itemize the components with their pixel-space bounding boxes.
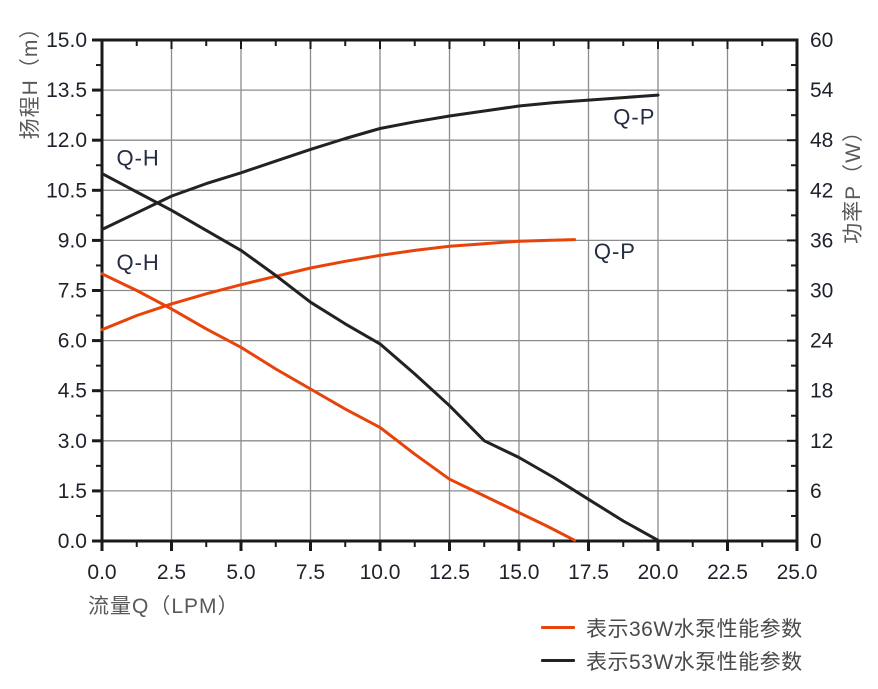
x-tick-label: 12.5 xyxy=(429,561,470,584)
legend-line-53w-icon xyxy=(541,659,575,662)
y-right-axis-title: 功率P（W） xyxy=(842,120,865,244)
y-right-tick-label: 30 xyxy=(810,280,833,303)
y-left-tick-label: 1.5 xyxy=(58,480,87,503)
legend-label-36w: 表示36W水泵性能参数 xyxy=(586,617,803,641)
y-right-tick-label: 6 xyxy=(810,480,822,503)
y-right-tick-label: 24 xyxy=(810,330,834,353)
y-right-tick-label: 12 xyxy=(810,430,833,453)
y-left-tick-label: 4.5 xyxy=(58,380,87,403)
curve-label-qp-36w: Q-P xyxy=(594,239,636,264)
y-right-tick-label: 36 xyxy=(810,229,833,252)
plot-frame xyxy=(100,38,799,543)
legend-line-36w-icon xyxy=(541,626,575,629)
y-right-tick-label: 42 xyxy=(810,179,833,202)
x-axis-title: 流量Q（LPM） xyxy=(88,595,240,618)
curve-label-qh-36w: Q-H xyxy=(116,250,159,275)
curve-label-qp-53w: Q-P xyxy=(613,105,655,130)
series-curve-qp-53w xyxy=(100,93,660,231)
y-left-tick-label: 9.0 xyxy=(58,229,87,252)
x-tick-label: 10.0 xyxy=(360,561,401,584)
y-left-tick-label: 12.0 xyxy=(46,129,87,152)
legend: 表示36W水泵性能参数 表示53W水泵性能参数 xyxy=(541,611,803,677)
y-left-tick-label: 10.5 xyxy=(46,179,87,202)
x-tick-label: 2.5 xyxy=(157,561,186,584)
x-tick-label: 25.0 xyxy=(777,561,818,584)
x-tick-label: 22.5 xyxy=(707,561,748,584)
x-tick-label: 0.0 xyxy=(87,561,116,584)
x-tick-label: 15.0 xyxy=(499,561,540,584)
y-left-tick-label: 6.0 xyxy=(58,330,87,353)
x-tick-label: 7.5 xyxy=(296,561,325,584)
series-curve-qh-53w xyxy=(100,172,660,542)
y-left-axis-title: 扬程H（m） xyxy=(19,16,42,140)
x-tick-label: 5.0 xyxy=(226,561,255,584)
series-curve-qp-36w xyxy=(100,238,577,332)
series-curve-qh-36w xyxy=(100,272,577,542)
x-tick-label: 17.5 xyxy=(568,561,609,584)
y-right-tick-label: 0 xyxy=(810,530,822,553)
y-right-tick-label: 60 xyxy=(810,29,833,52)
x-tick-label: 20.0 xyxy=(638,561,679,584)
y-left-tick-label: 13.5 xyxy=(46,79,87,102)
y-left-tick-label: 3.0 xyxy=(58,430,87,453)
y-right-tick-label: 18 xyxy=(810,380,833,403)
y-left-tick-label: 7.5 xyxy=(58,280,87,303)
legend-item-53w: 表示53W水泵性能参数 xyxy=(541,644,803,677)
legend-item-36w: 表示36W水泵性能参数 xyxy=(541,611,803,644)
y-left-tick-label: 0.0 xyxy=(58,530,87,553)
y-right-tick-label: 54 xyxy=(810,79,834,102)
legend-label-53w: 表示53W水泵性能参数 xyxy=(586,650,803,674)
y-left-tick-label: 15.0 xyxy=(46,29,87,52)
curve-label-qh-53w: Q-H xyxy=(116,146,159,171)
y-right-tick-label: 48 xyxy=(810,129,833,152)
